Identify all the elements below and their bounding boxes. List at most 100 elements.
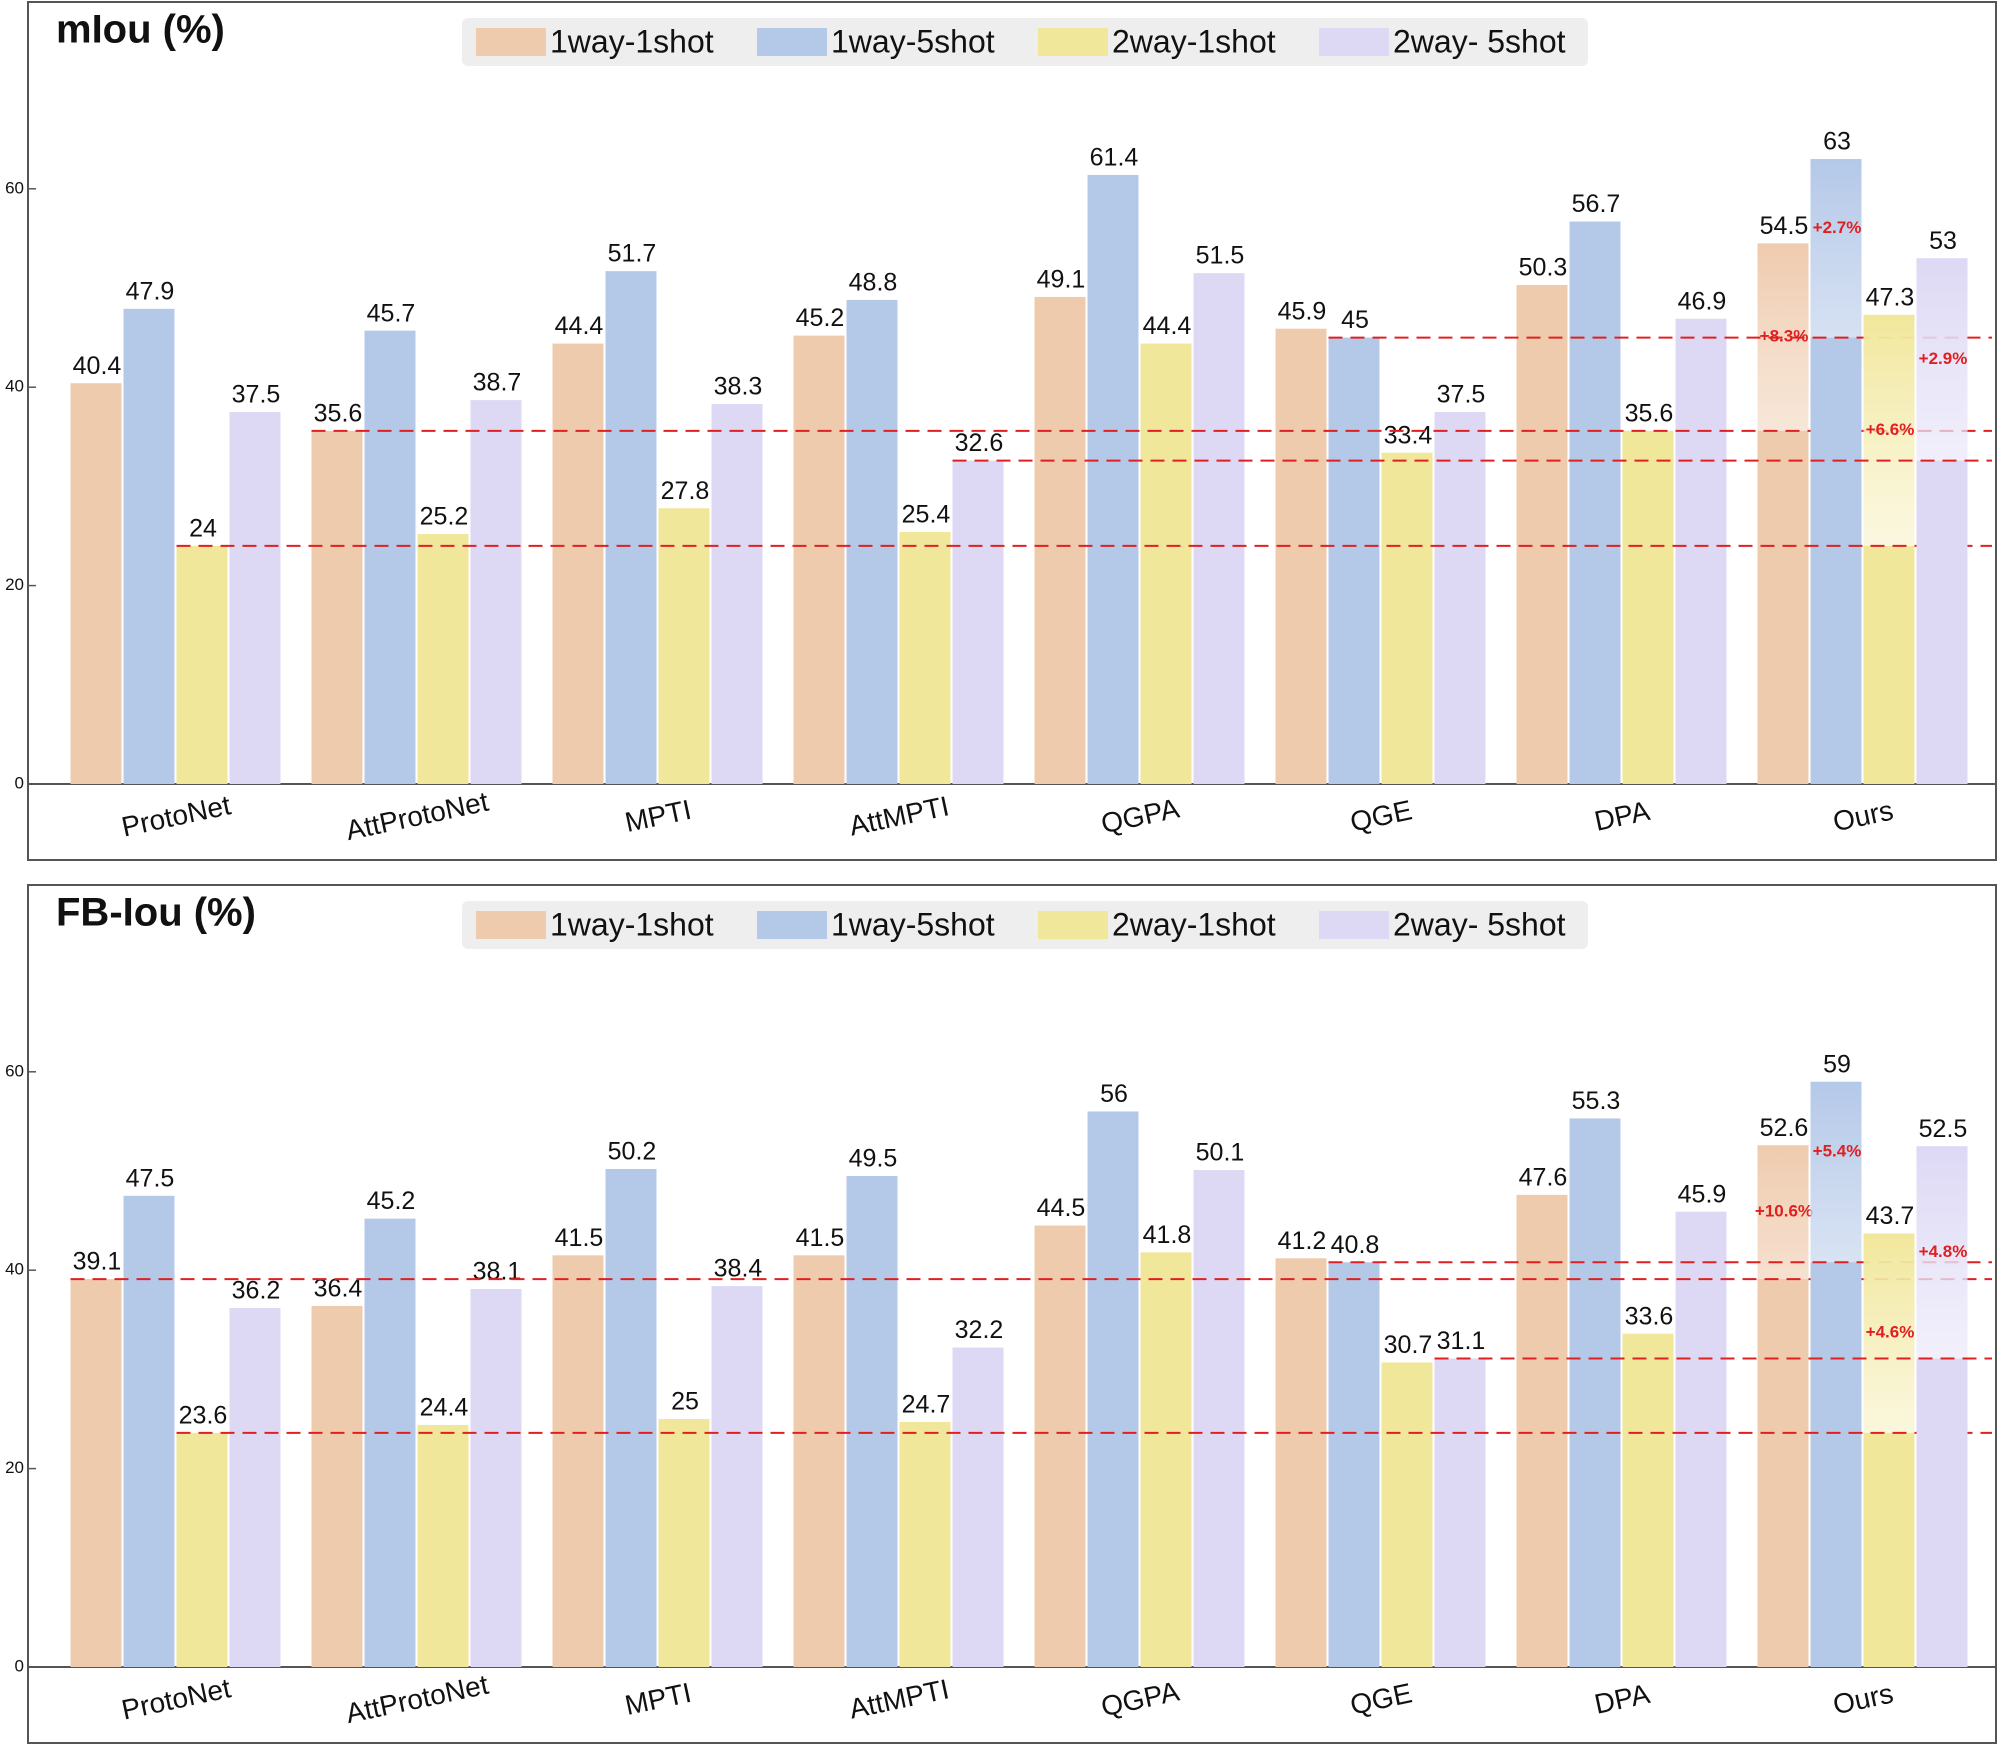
bar [605,271,657,784]
bar [552,1255,604,1667]
baseline-bar [1863,1432,1915,1667]
bar [711,1286,763,1667]
baseline-bar [1916,1358,1968,1667]
y-tick-label: 40 [5,377,24,396]
bar [1675,1211,1727,1667]
value-label: 25.4 [902,501,951,529]
chart-title: mIou (%) [56,8,225,52]
x-tick-label: AttMPTI [846,1673,951,1724]
value-label: 44.4 [555,312,604,340]
bar [364,330,416,784]
gain-label: +5.4% [1813,1141,1862,1160]
value-label: 35.6 [1625,399,1674,427]
value-label: 54.5 [1760,212,1809,240]
value-label: 27.8 [661,477,710,505]
legend-label: 2way- 5shot [1393,23,1566,59]
value-label: 41.5 [796,1224,845,1252]
bar [364,1218,416,1667]
baseline-bar [1863,545,1915,784]
x-tick-label: ProtoNet [119,789,234,842]
value-label: 32.6 [955,429,1004,457]
x-tick-label: QGE [1347,794,1414,837]
bar [1087,1111,1139,1667]
bar [658,508,710,784]
bar [176,1432,228,1667]
bar [1434,1358,1486,1667]
chart-frame [27,1,1997,861]
value-label: 50.1 [1196,1139,1245,1167]
baseline-bar [1757,1279,1809,1667]
gain-label: +2.7% [1813,218,1862,237]
value-label: 49.5 [849,1145,898,1173]
gain-label: +6.6% [1866,420,1915,439]
legend-swatch [757,911,827,939]
bar [229,1307,281,1667]
bar [1381,452,1433,784]
bar [417,1424,469,1667]
bar [470,400,522,784]
value-label: 30.7 [1384,1331,1433,1359]
legend-label: 1way-5shot [831,23,995,59]
value-label: 40.8 [1331,1231,1380,1259]
legend-swatch [476,28,546,56]
y-tick-label: 0 [15,1656,24,1675]
value-label: 24.4 [420,1394,469,1422]
bar [1381,1362,1433,1667]
legend-label: 1way-5shot [831,906,995,942]
legend-label: 1way-1shot [550,906,714,942]
legend-box [462,18,1588,66]
x-tick-label: QGE [1347,1677,1414,1720]
value-label: 47.5 [126,1164,175,1192]
x-tick-label: Ours [1830,1677,1896,1720]
chart: 0 20 40 60 FB-Iou (%) 1way-1shot 1way-5shot 2wa… [5,884,1997,1744]
y-tick-label: 0 [15,773,24,792]
value-label: 52.6 [1760,1114,1809,1142]
value-label: 40.4 [73,352,122,380]
value-label: 46.9 [1678,287,1727,315]
bar [793,335,845,784]
value-label: 23.6 [179,1401,228,1429]
bar [899,532,951,784]
x-tick-label: MPTI [622,1677,694,1721]
bar [176,545,228,784]
value-label: 24 [189,515,217,543]
bar [1622,430,1674,784]
value-label: 53 [1929,227,1957,255]
value-label: 35.6 [314,399,363,427]
bar [899,1421,951,1667]
bar [658,1419,710,1667]
x-tick-label: Ours [1830,794,1896,837]
value-label: 56.7 [1572,190,1621,218]
value-label: 41.2 [1278,1227,1327,1255]
value-label: 47.6 [1519,1163,1568,1191]
bar [1193,1170,1245,1667]
value-label: 37.5 [1437,381,1486,409]
bar [1034,296,1086,784]
x-tick-label: AttProtoNet [343,1669,491,1729]
bar [1140,343,1192,784]
y-tick-label: 60 [5,178,24,197]
value-label: 33.6 [1625,1302,1674,1330]
bar [417,534,469,784]
baseline-bar [1916,460,1968,784]
gain-label: +10.6% [1755,1202,1813,1221]
value-label: 56 [1100,1080,1128,1108]
legend-label: 2way-1shot [1112,23,1276,59]
x-tick-label: ProtoNet [119,1672,234,1725]
bar [552,343,604,784]
x-tick-label: DPA [1592,795,1653,837]
legend-label: 2way-1shot [1112,906,1276,942]
value-label: 59 [1823,1050,1851,1078]
legend-swatch [757,28,827,56]
baseline-bar [1810,1262,1862,1667]
value-label: 45.2 [367,1187,416,1215]
value-label: 51.5 [1196,242,1245,270]
value-label: 51.7 [608,240,657,268]
bar [70,1279,122,1667]
value-label: 45 [1341,306,1369,334]
bar [311,430,363,784]
value-label: 33.4 [1384,421,1433,449]
gain-label: +4.8% [1919,1242,1968,1261]
legend-box [462,901,1588,949]
